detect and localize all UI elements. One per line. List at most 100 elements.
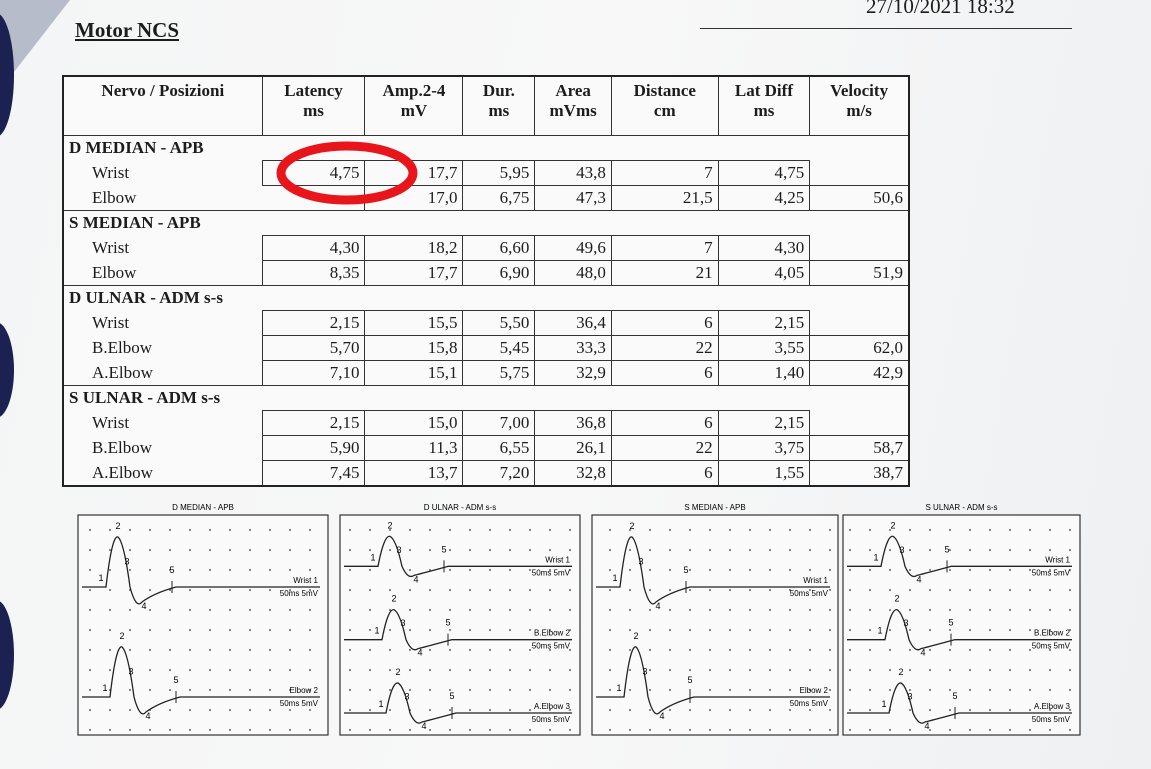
dot-grid — [596, 519, 834, 731]
panel-title: S ULNAR - ADM s-s — [925, 503, 997, 512]
cell: 22 — [610, 435, 719, 461]
peak-marker: 4 — [659, 711, 664, 721]
dot-grid — [847, 519, 1076, 731]
peak-marker: 1 — [873, 552, 878, 562]
waveform — [847, 535, 1072, 578]
peak-marker: 4 — [413, 574, 418, 584]
cell: 2,15 — [717, 310, 811, 336]
photo-edge — [0, 323, 14, 417]
report-datetime: 27/10/2021 18:32 — [866, 0, 1015, 18]
peak-marker: 3 — [396, 545, 401, 555]
column-unit: ms — [303, 101, 324, 120]
position-name: Elbow — [92, 262, 137, 282]
trace-scale: 50ms 5mV — [790, 589, 829, 598]
cell: 5,45 — [462, 335, 536, 361]
ncs-table: Nervo / Posizioni Latency ms Amp.2-4 mV Dur. m… — [62, 75, 910, 487]
cell: 21,5 — [610, 185, 719, 211]
cell: 6,90 — [462, 260, 536, 286]
cell: 11,3 — [364, 435, 464, 461]
highlight-circle — [276, 141, 418, 205]
peak-marker: 2 — [633, 631, 638, 641]
peak-marker: 5 — [683, 565, 688, 575]
peak-marker: 3 — [128, 667, 133, 677]
section-row: S ULNAR - ADM s-s — [63, 385, 909, 411]
trace-scale: 50ms 5mV — [1032, 642, 1071, 651]
cell: 6,75 — [462, 185, 536, 211]
peak-marker: 1 — [616, 683, 621, 693]
data-row: Elbow 17,0 6,75 47,3 21,5 4,25 50,6 — [63, 185, 910, 211]
position-name: B.Elbow — [92, 338, 152, 357]
column-header: Lat Diff ms — [718, 76, 811, 136]
section-row: S MEDIAN - APB — [63, 210, 909, 236]
peak-marker: 2 — [119, 631, 124, 641]
peak-marker: 2 — [890, 520, 895, 530]
waveform — [847, 682, 1072, 724]
section-row: D ULNAR - ADM s-s — [63, 285, 909, 311]
trace-scale: 50ms 5mV — [532, 568, 571, 577]
peak-marker: 3 — [638, 557, 643, 567]
waveform — [596, 646, 830, 715]
panel-title: D MEDIAN - APB — [172, 503, 234, 512]
cell: 6,55 — [462, 435, 536, 461]
position-name: B.Elbow — [92, 438, 152, 457]
column-name: Dur. — [482, 81, 515, 100]
section-title: D MEDIAN - APB — [63, 135, 909, 161]
peak-marker: 3 — [903, 618, 908, 628]
column-name: Lat Diff — [734, 81, 793, 100]
column-name: Nervo / Posizioni — [101, 81, 225, 100]
section-row: D MEDIAN - APB — [63, 135, 909, 161]
cell: 1,40 — [717, 360, 811, 386]
peak-marker: 1 — [877, 626, 882, 636]
peak-marker: 5 — [948, 618, 953, 628]
cell: 7,45 — [261, 460, 366, 487]
peak-marker: 5 — [952, 691, 957, 701]
position-name: Wrist — [92, 238, 130, 257]
column-unit: ms — [753, 101, 775, 120]
cell: 6 — [610, 360, 719, 386]
position-name: Elbow — [92, 187, 137, 207]
cell: 58,7 — [809, 435, 910, 461]
column-header: Dur. ms — [462, 76, 536, 136]
waveform — [82, 536, 320, 605]
trace-label: B.Elbow 2 — [1034, 629, 1071, 638]
peak-marker: 2 — [898, 667, 903, 677]
column-unit: mVms — [549, 101, 597, 120]
trace-scale: 50ms 5mV — [1032, 715, 1071, 724]
cell: 5,50 — [462, 310, 536, 336]
cell: 1,55 — [717, 460, 811, 487]
peak-marker: 1 — [378, 699, 383, 709]
cell: 7 — [610, 235, 719, 261]
cell: 7,00 — [462, 410, 536, 436]
peak-marker: 4 — [421, 721, 426, 731]
column-header: Amp.2-4 mV — [364, 76, 464, 136]
trace-scale: 50ms 5mV — [1032, 568, 1071, 577]
peak-marker: 5 — [441, 544, 446, 554]
peak-marker: 4 — [655, 601, 660, 611]
peak-marker: 3 — [907, 692, 912, 702]
trace-label: Wrist 1 — [293, 576, 318, 585]
trace-label: Wrist 1 — [545, 555, 570, 564]
column-name: Area — [555, 81, 591, 100]
trace-label: Wrist 1 — [803, 576, 828, 585]
peak-marker: 1 — [374, 626, 379, 636]
trace-label: B.Elbow 2 — [534, 629, 571, 638]
peak-marker: 2 — [387, 520, 392, 530]
cell: 6 — [610, 460, 719, 487]
cell: 32,8 — [534, 460, 612, 487]
rule — [700, 28, 1072, 29]
waveform — [344, 682, 572, 724]
trace-label: Wrist 1 — [1045, 555, 1070, 564]
data-row: A.Elbow 7,45 13,7 7,20 32,8 6 1,55 38,7 — [63, 460, 910, 487]
position-name: Wrist — [92, 313, 130, 332]
position-name: A.Elbow — [92, 462, 153, 482]
column-name: Distance — [633, 81, 696, 100]
peak-marker: 2 — [391, 594, 396, 604]
trace-scale: 50ms 5mV — [280, 589, 319, 598]
trace-scale: 50ms 5mV — [532, 715, 571, 724]
peak-marker: 5 — [944, 544, 949, 554]
section-title: S MEDIAN - APB — [63, 210, 909, 236]
peak-marker: 1 — [881, 699, 886, 709]
column-name: Velocity — [830, 81, 889, 100]
cell: 17,0 — [364, 185, 464, 211]
